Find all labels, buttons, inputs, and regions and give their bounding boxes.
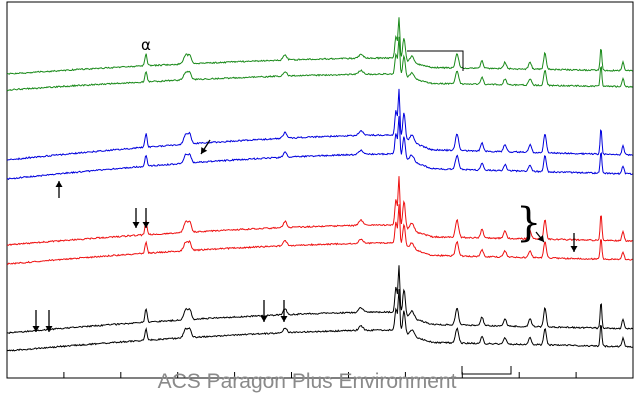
arrow-icon [32, 310, 40, 332]
arrow-icon [45, 310, 53, 332]
bracket-top [407, 50, 464, 71]
brace-icon: } [516, 200, 541, 246]
spectrum-line-4 [6, 116, 633, 181]
alpha-label: α [141, 36, 151, 54]
annotation-marks: } [32, 50, 578, 375]
arrow-icon [570, 233, 578, 252]
spectrum-line-2 [6, 36, 633, 92]
spectrum-line-8 [6, 289, 633, 352]
arrow-icon [200, 139, 211, 155]
spectrum-line-6 [6, 204, 633, 265]
arrow-icon [260, 300, 268, 322]
watermark-text: ACS Paragon Plus Environment [157, 370, 457, 393]
bracket-bottom [461, 366, 512, 375]
spectrum-line-7 [6, 265, 633, 335]
spectrum-line-5 [6, 176, 633, 246]
spectrum-line-3 [6, 88, 633, 161]
arrow-icon [55, 181, 63, 198]
arrow-icon [535, 231, 545, 243]
arrow-icon [132, 208, 140, 228]
plot-frame [6, 1, 634, 379]
spectrum-line-1 [6, 17, 633, 75]
spectra-series [6, 17, 633, 352]
arrow-icon [280, 300, 288, 322]
arrow-icon [142, 208, 150, 228]
